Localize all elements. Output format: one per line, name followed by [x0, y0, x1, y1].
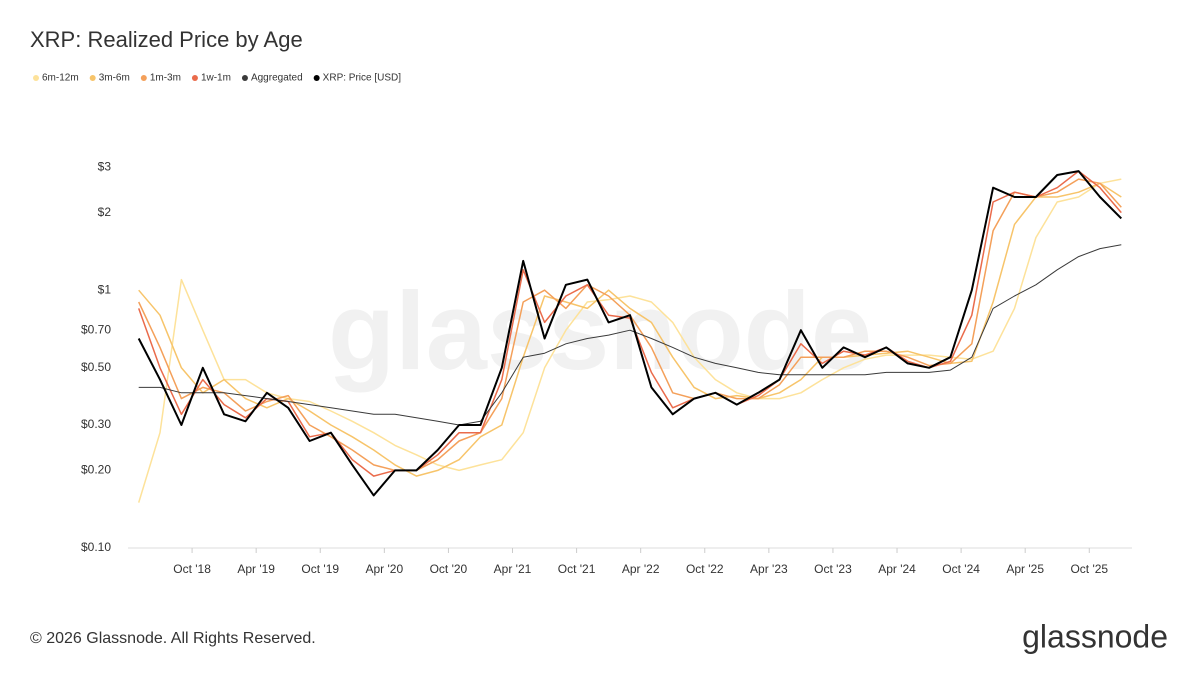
- x-tick-label: Oct '22: [686, 562, 724, 576]
- x-tick-label: Oct '20: [430, 562, 468, 576]
- y-tick-label: $0.70: [81, 322, 111, 336]
- y-tick-label: $3: [98, 159, 112, 173]
- x-tick-label: Apr '21: [494, 562, 532, 576]
- series-line: [137, 170, 1123, 497]
- legend-label: XRP: Price [USD]: [323, 73, 402, 84]
- y-tick-label: $1: [98, 282, 112, 296]
- x-tick-label: Apr '24: [878, 562, 916, 576]
- legend-dot: [191, 75, 198, 81]
- legend-dot: [313, 75, 320, 81]
- y-tick-label: $0.10: [81, 540, 111, 554]
- y-tick-label: $0.20: [81, 463, 111, 477]
- y-tick-label: $0.30: [81, 417, 111, 431]
- x-tick-label: Oct '19: [301, 562, 339, 576]
- y-tick-label: $2: [98, 205, 112, 219]
- x-tick-label: Apr '19: [237, 562, 275, 576]
- series-line: [138, 182, 1122, 477]
- legend-label: 1m-3m: [150, 73, 181, 84]
- legend-dot: [241, 75, 248, 81]
- x-tick-label: Apr '25: [1006, 562, 1044, 576]
- legend-label: 1w-1m: [201, 73, 231, 84]
- y-tick-label: $0.50: [81, 360, 111, 374]
- legend-dot: [89, 75, 96, 81]
- legend-dot: [140, 75, 147, 81]
- x-tick-label: Oct '23: [814, 562, 852, 576]
- logo: glassnode: [1022, 618, 1168, 654]
- series-line: [138, 244, 1122, 426]
- legend-label: 6m-12m: [42, 73, 79, 84]
- x-tick-label: Oct '24: [942, 562, 980, 576]
- x-tick-label: Oct '25: [1070, 562, 1108, 576]
- legend-label: Aggregated: [251, 73, 303, 84]
- x-tick-label: Apr '20: [366, 562, 404, 576]
- x-tick-label: Oct '21: [558, 562, 596, 576]
- chart-title: XRP: Realized Price by Age: [30, 27, 303, 52]
- copyright: © 2026 Glassnode. All Rights Reserved.: [30, 630, 316, 647]
- legend-dot: [33, 75, 39, 81]
- x-tick-label: Apr '23: [750, 562, 788, 576]
- watermark: glassnode: [328, 270, 872, 393]
- legend-label: 3m-6m: [99, 73, 130, 84]
- x-tick-label: Apr '22: [622, 562, 660, 576]
- x-tick-label: Oct '18: [173, 562, 211, 576]
